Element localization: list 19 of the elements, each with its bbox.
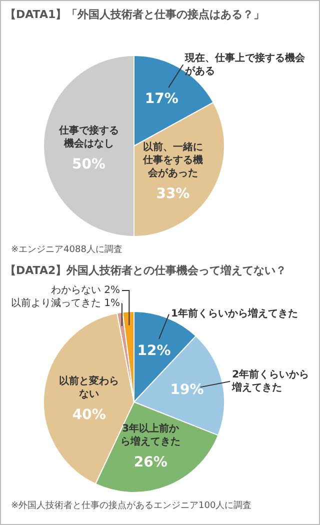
data-label: 12%	[137, 343, 171, 360]
slice-label: 3年以上前から増えてきた	[120, 422, 181, 448]
slice-label: 現在、仕事上で接する機会がある	[184, 52, 306, 77]
slice-label: わからない 2%	[50, 285, 120, 296]
data-label: 26%	[134, 454, 168, 471]
chart-title: 【DATA2】外国人技術者との仕事機会って増えてない？	[4, 263, 288, 279]
data-label: 33%	[156, 186, 190, 202]
data-label: 19%	[170, 382, 204, 398]
slice-label: 以前と変わらない	[59, 374, 120, 400]
data-label: 17%	[144, 90, 178, 107]
slice-label: 2年前くらいから増えてきた	[231, 368, 310, 394]
slice-label: 以前、一緒に仕事をする機会があった	[142, 141, 203, 180]
chart-title: 【DATA1】「外国人技術者と仕事の接点はある？」	[4, 7, 266, 23]
data-label: 40%	[72, 406, 106, 423]
slice-label: 以前より減ってきた 1%	[10, 297, 120, 310]
text: ※エンジニア4088人に調査	[10, 244, 124, 257]
slice-label: 1年前くらいから増えてきた	[170, 308, 298, 320]
text: ※外国人技術者と仕事の接点があるエンジニア100人に調査	[10, 500, 253, 513]
slice-label: 仕事で接する機会はなし	[58, 124, 119, 150]
